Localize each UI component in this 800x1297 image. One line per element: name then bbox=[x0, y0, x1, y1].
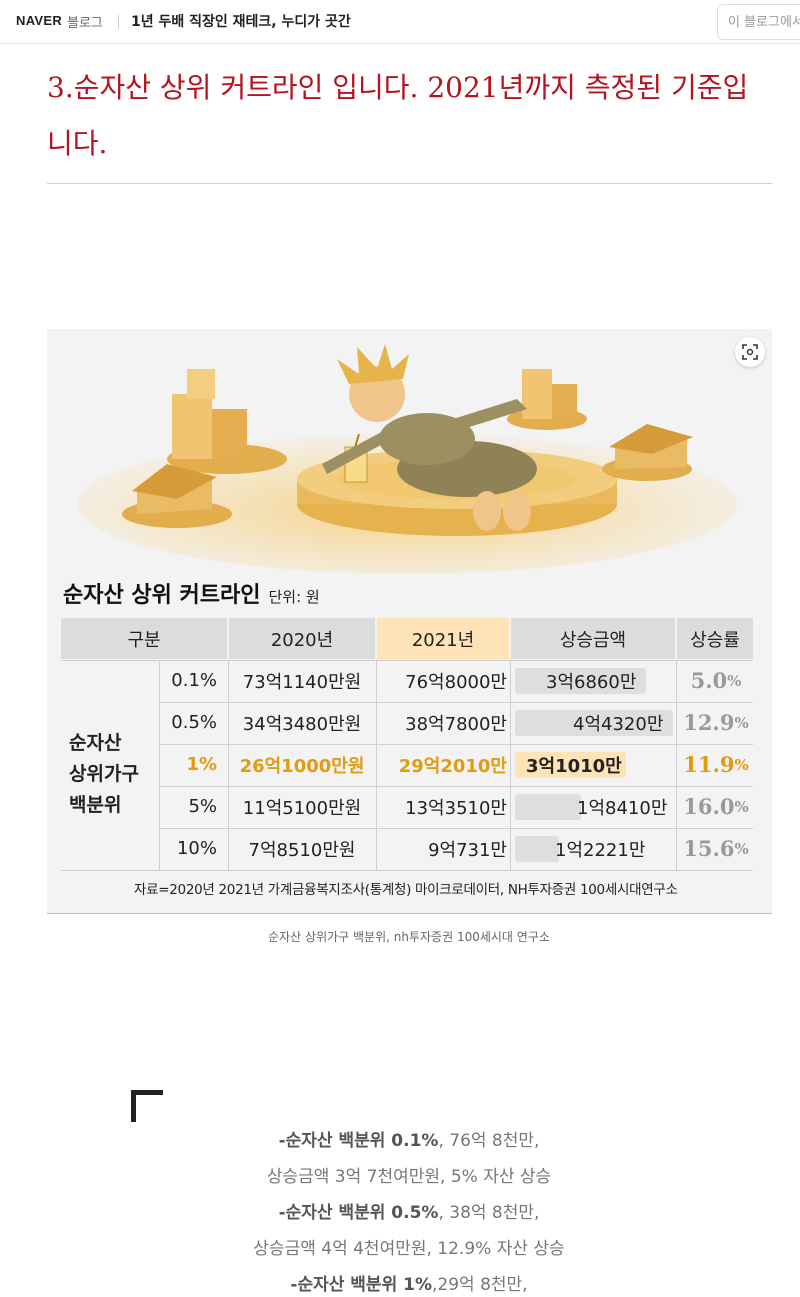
group-label: 순자산 상위가구 백분위 bbox=[69, 728, 139, 821]
top-bar: NAVER 블로그 1년 두배 직장인 재테크, 누디가 곳간 bbox=[0, 0, 800, 44]
quote-mark-icon bbox=[131, 1090, 163, 1122]
figure-source-note: 자료=2020년 2021년 가계금융복지조사(통계청) 마이크로데이터, NH… bbox=[134, 882, 678, 898]
increase-bar bbox=[515, 710, 673, 736]
figure-title: 순자산 상위 커트라인 단위: 원 bbox=[63, 577, 320, 609]
header-category: 구분 bbox=[61, 618, 227, 659]
header-increase: 상승금액 bbox=[511, 618, 675, 659]
increase-value: 1억8410만 bbox=[577, 797, 668, 819]
table-row-divider bbox=[61, 870, 753, 871]
quote-line-text: , 76억 8천만, bbox=[438, 1131, 540, 1151]
divider bbox=[118, 15, 119, 29]
header-2020: 2020년 bbox=[229, 618, 375, 659]
rate-number: 16.0 bbox=[683, 794, 735, 819]
heading-divider bbox=[47, 183, 772, 184]
value-2021-cell: 9억731만 bbox=[428, 839, 507, 861]
quote-line-bold: -순자산 백분위 0.1% bbox=[278, 1131, 439, 1151]
value-2021-cell: 13억3510만 bbox=[405, 797, 507, 819]
table-row-divider bbox=[61, 660, 753, 661]
rate-cell: 12.9% bbox=[679, 702, 753, 743]
increase-value: 3억1010만 bbox=[526, 755, 622, 777]
percentile-cell: 10% bbox=[176, 838, 217, 859]
increase-value: 3억6860만 bbox=[546, 671, 637, 693]
increase-bar bbox=[515, 752, 626, 778]
group-label-line: 순자산 bbox=[69, 732, 122, 754]
increase-bar bbox=[515, 668, 646, 694]
search-box[interactable] bbox=[717, 4, 800, 40]
naver-logo[interactable]: NAVER bbox=[16, 13, 63, 28]
value-2021-cell: 38억7800만 bbox=[405, 713, 507, 735]
figure-caption: 순자산 상위가구 백분위, nh투자증권 100세시대 연구소 bbox=[268, 930, 550, 944]
rate-unit: % bbox=[727, 671, 742, 690]
quote-line: 상승금액 4억 4천여만원, 12.9% 자산 상승 bbox=[0, 1231, 800, 1267]
quote-line-text: 상승금액 3억 7천여만원, 5% 자산 상승 bbox=[266, 1167, 552, 1187]
quote-line: 상승금액 3억 7천여만원, 5% 자산 상승 bbox=[0, 1159, 800, 1195]
increase-value: 4억4320만 bbox=[573, 713, 664, 735]
table-column-divider bbox=[228, 660, 229, 870]
figure-title-text: 순자산 상위 커트라인 bbox=[63, 583, 261, 608]
rate-number: 11.9 bbox=[683, 752, 735, 777]
quote-line-text: , 38억 8천만, bbox=[438, 1203, 540, 1223]
group-label-line: 백분위 bbox=[69, 794, 122, 816]
post-heading: 3.순자산 상위 커트라인 입니다. 2021년까지 측정된 기준입니다. bbox=[47, 71, 749, 160]
table-row-divider bbox=[159, 786, 753, 787]
value-2021-cell: 76억8000만 bbox=[405, 671, 507, 693]
image-expand-button[interactable] bbox=[735, 337, 765, 367]
blog-title-link[interactable]: 1년 두배 직장인 재테크, 누디가 곳간 bbox=[131, 14, 351, 30]
percentile-cell: 0.1% bbox=[171, 670, 217, 691]
table-column-divider bbox=[159, 660, 160, 870]
expand-icon bbox=[742, 344, 758, 360]
quote-line-text: 상승금액 4억 4천여만원, 12.9% 자산 상승 bbox=[253, 1239, 565, 1259]
table-row-divider bbox=[159, 702, 753, 703]
group-label-line: 상위가구 bbox=[69, 763, 139, 785]
house-right bbox=[602, 424, 693, 481]
rate-unit: % bbox=[734, 755, 749, 774]
house-left bbox=[122, 464, 232, 528]
table-column-divider bbox=[376, 660, 377, 870]
infographic-image[interactable]: 순자산 상위 커트라인 단위: 원 구분 2020년 2021년 상승금액 상승률… bbox=[47, 329, 772, 913]
rate-number: 12.9 bbox=[683, 710, 735, 735]
quote-line: -순자산 백분위 0.5%, 38억 8천만, bbox=[0, 1195, 800, 1231]
value-2020-cell: 7억8510만원 bbox=[248, 839, 356, 861]
value-2021-cell: 29억2010만 bbox=[398, 755, 507, 777]
header-2021: 2021년 bbox=[377, 618, 509, 659]
rate-unit: % bbox=[734, 839, 749, 858]
blog-label-link[interactable]: 블로그 bbox=[67, 16, 103, 31]
rate-cell: 5.0% bbox=[679, 660, 753, 701]
percentile-cell: 1% bbox=[186, 754, 217, 775]
increase-bar bbox=[515, 794, 581, 820]
table-column-divider bbox=[676, 660, 677, 870]
rate-cell: 16.0% bbox=[679, 786, 753, 827]
illustration bbox=[77, 344, 737, 574]
rate-unit: % bbox=[734, 713, 749, 732]
table-column-divider bbox=[510, 660, 511, 870]
rate-number: 15.6 bbox=[683, 836, 735, 861]
header-rate: 상승률 bbox=[677, 618, 753, 659]
quote-line: -순자산 백분위 0.1%, 76억 8천만, bbox=[0, 1123, 800, 1159]
table-row-divider bbox=[159, 744, 753, 745]
quote-block: -순자산 백분위 0.1%, 76억 8천만, 상승금액 3억 7천여만원, 5%… bbox=[0, 1123, 800, 1297]
quote-line-bold: -순자산 백분위 0.5% bbox=[278, 1203, 439, 1223]
rate-cell: 15.6% bbox=[679, 828, 753, 869]
value-2020-cell: 26억1000만원 bbox=[239, 755, 365, 777]
percentile-cell: 0.5% bbox=[171, 712, 217, 733]
percentile-cell: 5% bbox=[188, 796, 217, 817]
building-left bbox=[167, 369, 287, 474]
table-row-divider bbox=[159, 828, 753, 829]
figure-divider bbox=[47, 913, 772, 914]
relaxing-man bbox=[322, 344, 537, 531]
value-2020-cell: 11억5100만원 bbox=[242, 797, 362, 819]
figure-unit: 단위: 원 bbox=[268, 588, 320, 606]
increase-value: 1억2221만 bbox=[555, 839, 646, 861]
increase-bar bbox=[515, 836, 559, 862]
quote-line-bold: -순자산 백분위 1% bbox=[290, 1275, 432, 1295]
quote-line-text: ,29억 8천만, bbox=[432, 1275, 528, 1295]
rate-cell: 11.9% bbox=[679, 744, 753, 785]
building-right bbox=[507, 369, 587, 430]
value-2020-cell: 73억1140만원 bbox=[242, 671, 362, 693]
quote-line: -순자산 백분위 1%,29억 8천만, bbox=[0, 1267, 800, 1297]
rate-unit: % bbox=[734, 797, 749, 816]
value-2020-cell: 34억3480만원 bbox=[242, 713, 362, 735]
rate-number: 5.0 bbox=[690, 668, 728, 693]
search-input[interactable] bbox=[718, 5, 800, 39]
